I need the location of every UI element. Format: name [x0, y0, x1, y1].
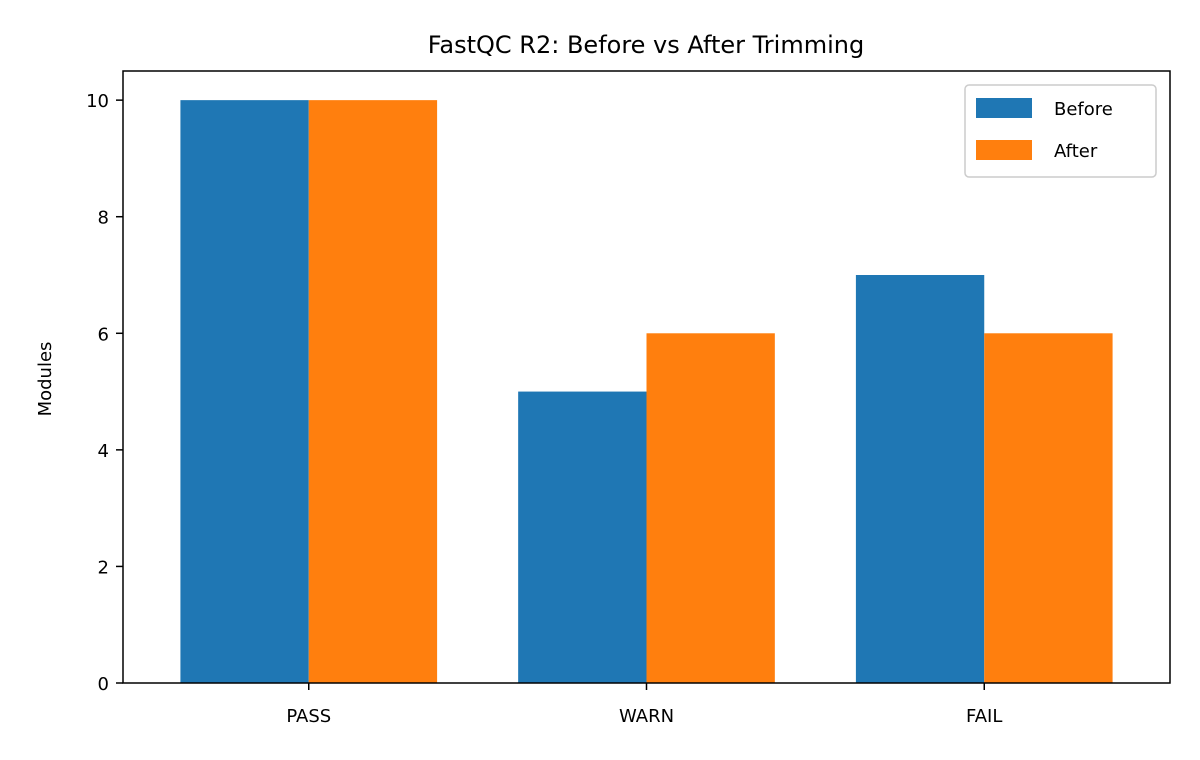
x-tick-label: FAIL	[966, 706, 1002, 727]
y-axis-label: Modules	[35, 342, 56, 417]
bar-after-pass	[308, 100, 438, 683]
y-tick-label: 10	[86, 91, 109, 112]
y-tick-label: 8	[98, 208, 109, 229]
legend-swatch-after	[976, 140, 1032, 160]
legend-label-before: Before	[1054, 99, 1113, 120]
y-tick-label: 4	[98, 441, 109, 462]
bar-before-fail	[855, 275, 985, 683]
y-tick-label: 2	[98, 557, 109, 578]
plot-area	[180, 100, 1113, 683]
bar-before-pass	[180, 100, 309, 683]
bar-before-warn	[518, 391, 647, 683]
bar-after-warn	[646, 333, 775, 683]
legend-swatch-before	[976, 98, 1032, 118]
y-tick-label: 0	[98, 674, 109, 695]
legend-label-after: After	[1054, 141, 1098, 162]
y-tick-label: 6	[98, 324, 109, 345]
x-tick-label: WARN	[619, 706, 674, 727]
chart-title: FastQC R2: Before vs After Trimming	[428, 31, 864, 59]
bar-after-fail	[984, 333, 1113, 683]
legend: Before After	[964, 84, 1157, 178]
x-tick-label: PASS	[286, 706, 331, 727]
